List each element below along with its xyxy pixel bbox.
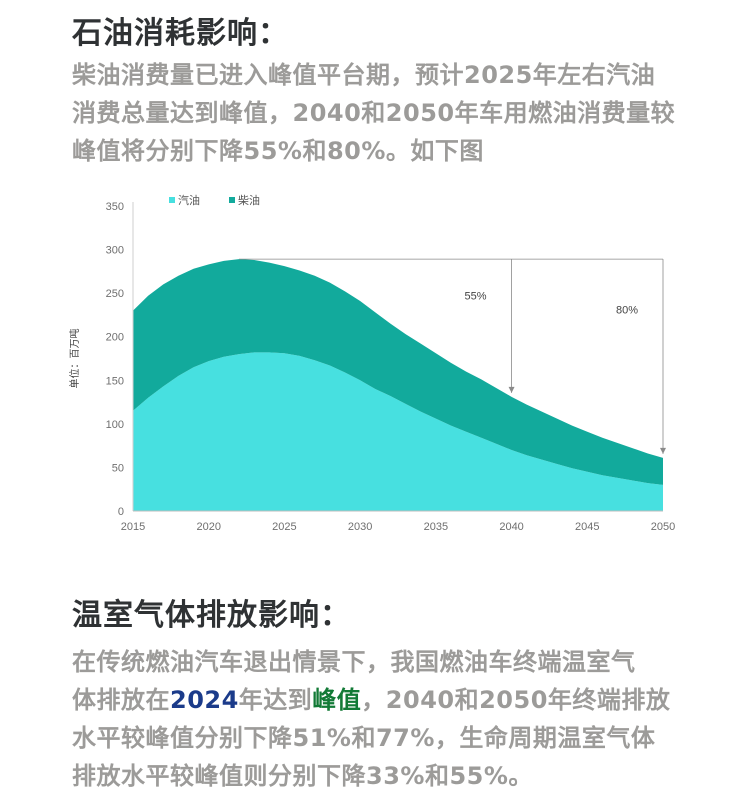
legend-swatch-diesel [229,197,235,203]
x-tick-label: 2020 [196,521,220,533]
ghg-paragraph-line-4: 排放水平较峰值则分别下降33%和55%。 [72,762,533,790]
series-area-diesel [133,259,663,485]
oil-paragraph-line-1: 柴油消费量已进入峰值平台期，预计2025年左右汽油 [72,61,656,89]
ghg-line2-mid: 年达到 [238,686,313,714]
ghg-paragraph-line-1: 在传统燃油汽车退出情景下，我国燃油车终端温室气 [72,648,636,676]
reduction-arrow-head [660,447,666,454]
reduction-arrow-head [508,386,515,393]
x-tick-label: 2025 [272,521,296,533]
section-heading-oil: 石油消耗影响： [72,16,289,51]
ghg-paragraph-line-2: 体排放在2024年达到峰值，2040和2050年终端排放 [72,681,742,719]
y-axis-title: 单位：百万吨 [68,329,81,389]
x-tick-label: 2045 [575,521,599,533]
x-tick-label: 2035 [424,521,448,533]
y-tick-label: 50 [112,462,124,474]
reduction-annotation: 55% [465,290,487,302]
ghg-line2-before: 体排放在 [72,686,170,714]
peak-word-highlight: 峰值 [312,686,362,714]
y-tick-label: 0 [118,506,124,518]
ghg-paragraph: 在传统燃油汽车退出情景下，我国燃油车终端温室气 体排放在2024年达到峰值，20… [72,643,742,795]
legend-swatch-gasoline [169,197,175,203]
y-tick-label: 100 [106,419,124,431]
oil-paragraph: 柴油消费量已进入峰值平台期，预计2025年左右汽油 消费总量达到峰值，2040和… [72,56,742,170]
x-tick-label: 2040 [499,521,523,533]
y-tick-label: 350 [106,201,124,213]
y-tick-label: 150 [106,375,124,387]
series-area-gasoline [133,352,663,511]
oil-paragraph-line-2: 消费总量达到峰值，2040和2050年车用燃油消费量较 [72,99,676,127]
x-tick-label: 2050 [651,521,675,533]
y-tick-label: 250 [106,288,124,300]
x-tick-label: 2015 [121,521,145,533]
ghg-paragraph-line-3: 水平较峰值分别下降51%和77%，生命周期温室气体 [72,724,656,752]
legend-label-diesel: 柴油 [238,193,260,207]
fuel-consumption-chart: 0 50 100 150 200 250 300 350 2015 2020 2025 2030 203… [68,193,675,533]
oil-paragraph-line-3: 峰值将分别下降55%和80%。如下图 [72,137,484,165]
y-tick-label: 200 [106,332,124,344]
peak-year-highlight: 2024 [170,686,239,714]
y-tick-label: 300 [106,245,124,257]
section-heading-ghg: 温室气体排放影响： [72,598,351,633]
legend-label-gasoline: 汽油 [178,193,200,207]
ghg-line2-after: ，2040和2050年终端排放 [361,686,671,714]
x-tick-label: 2030 [348,521,372,533]
reduction-annotation: 80% [616,305,638,317]
